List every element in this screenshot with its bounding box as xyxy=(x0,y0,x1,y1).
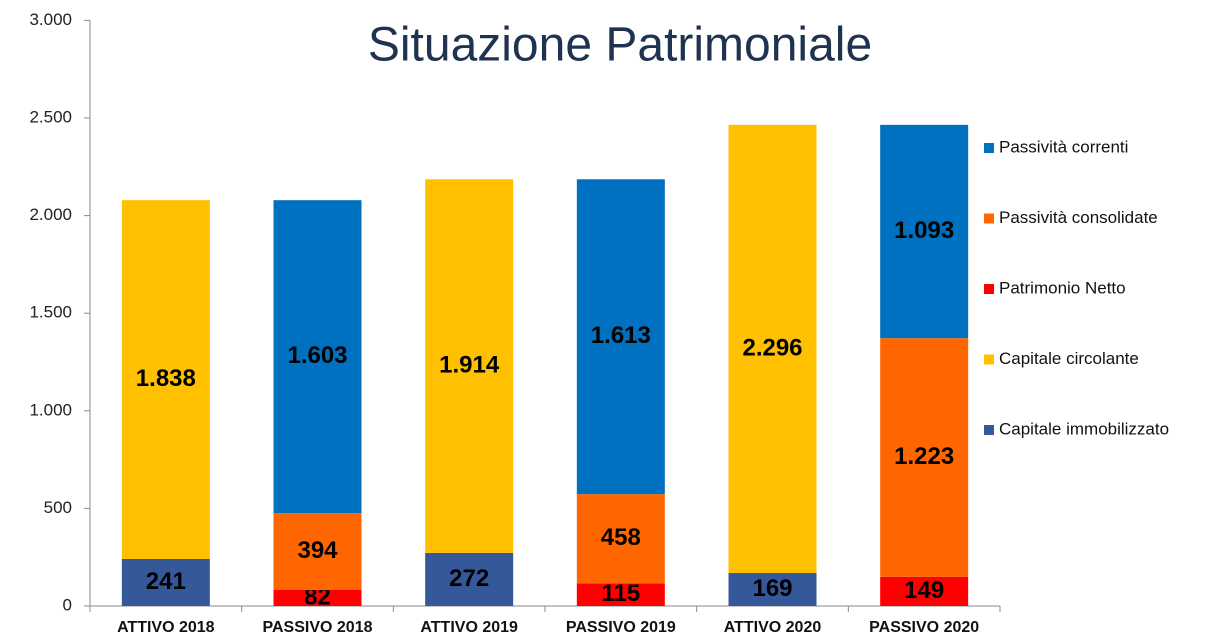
bar-segment xyxy=(121,558,210,606)
data-label: 272 xyxy=(449,565,489,592)
y-tick-label: 500 xyxy=(44,498,72,517)
x-tick-label: ATTIVO 2020 xyxy=(724,619,822,636)
data-label: 1.093 xyxy=(894,217,954,244)
bar-segment xyxy=(273,200,362,514)
chart-title: Situazione Patrimoniale xyxy=(368,19,872,72)
data-label: 1.603 xyxy=(287,342,347,369)
data-label: 2.296 xyxy=(742,334,802,361)
y-tick-label: 3.000 xyxy=(29,10,72,29)
bar-segment xyxy=(880,124,969,339)
data-label: 1.914 xyxy=(439,351,500,378)
data-label: 1.223 xyxy=(894,443,954,470)
bar-segment xyxy=(425,179,514,553)
data-label: 1.838 xyxy=(136,365,196,392)
y-tick-label: 1.000 xyxy=(29,400,72,419)
data-label: 1.613 xyxy=(591,322,651,349)
data-label: 169 xyxy=(752,575,792,602)
y-tick-label: 2.000 xyxy=(29,205,72,224)
data-label: 394 xyxy=(297,537,338,564)
bar-segment xyxy=(273,589,362,606)
legend-swatch xyxy=(984,425,994,435)
x-tick-label: ATTIVO 2018 xyxy=(117,619,215,636)
data-label: 458 xyxy=(601,524,641,551)
bar-segment xyxy=(880,576,969,606)
legend-label: Passività correnti xyxy=(999,137,1128,156)
bar-segment xyxy=(425,552,514,606)
legend-swatch xyxy=(984,354,994,365)
data-label: 241 xyxy=(146,568,186,595)
bar-segment xyxy=(121,200,210,559)
bar-segment xyxy=(576,179,665,495)
legend-label: Capitale immobilizzato xyxy=(999,419,1169,438)
legend-label: Capitale circolante xyxy=(999,349,1139,368)
y-tick-label: 0 xyxy=(63,595,72,614)
y-tick-label: 1.500 xyxy=(29,303,72,322)
legend-swatch xyxy=(984,143,994,153)
y-tick-label: 2.500 xyxy=(29,107,72,126)
bar-segment xyxy=(728,573,817,606)
bar-segment xyxy=(880,338,969,577)
legend-swatch xyxy=(984,213,994,224)
bar-segment xyxy=(273,513,362,590)
bar-segment xyxy=(576,583,665,606)
bar-segment xyxy=(576,494,665,584)
legend-swatch xyxy=(984,284,994,294)
legend-label: Passività consolidate xyxy=(999,208,1158,227)
x-tick-label: PASSIVO 2020 xyxy=(869,619,979,636)
data-label: 149 xyxy=(904,577,944,604)
bar-segment xyxy=(728,124,817,574)
legend-label: Patrimonio Netto xyxy=(999,278,1126,297)
x-tick-label: PASSIVO 2019 xyxy=(566,619,676,636)
data-label: 115 xyxy=(601,580,640,607)
x-tick-label: PASSIVO 2018 xyxy=(263,619,373,636)
x-tick-label: ATTIVO 2019 xyxy=(420,619,518,636)
